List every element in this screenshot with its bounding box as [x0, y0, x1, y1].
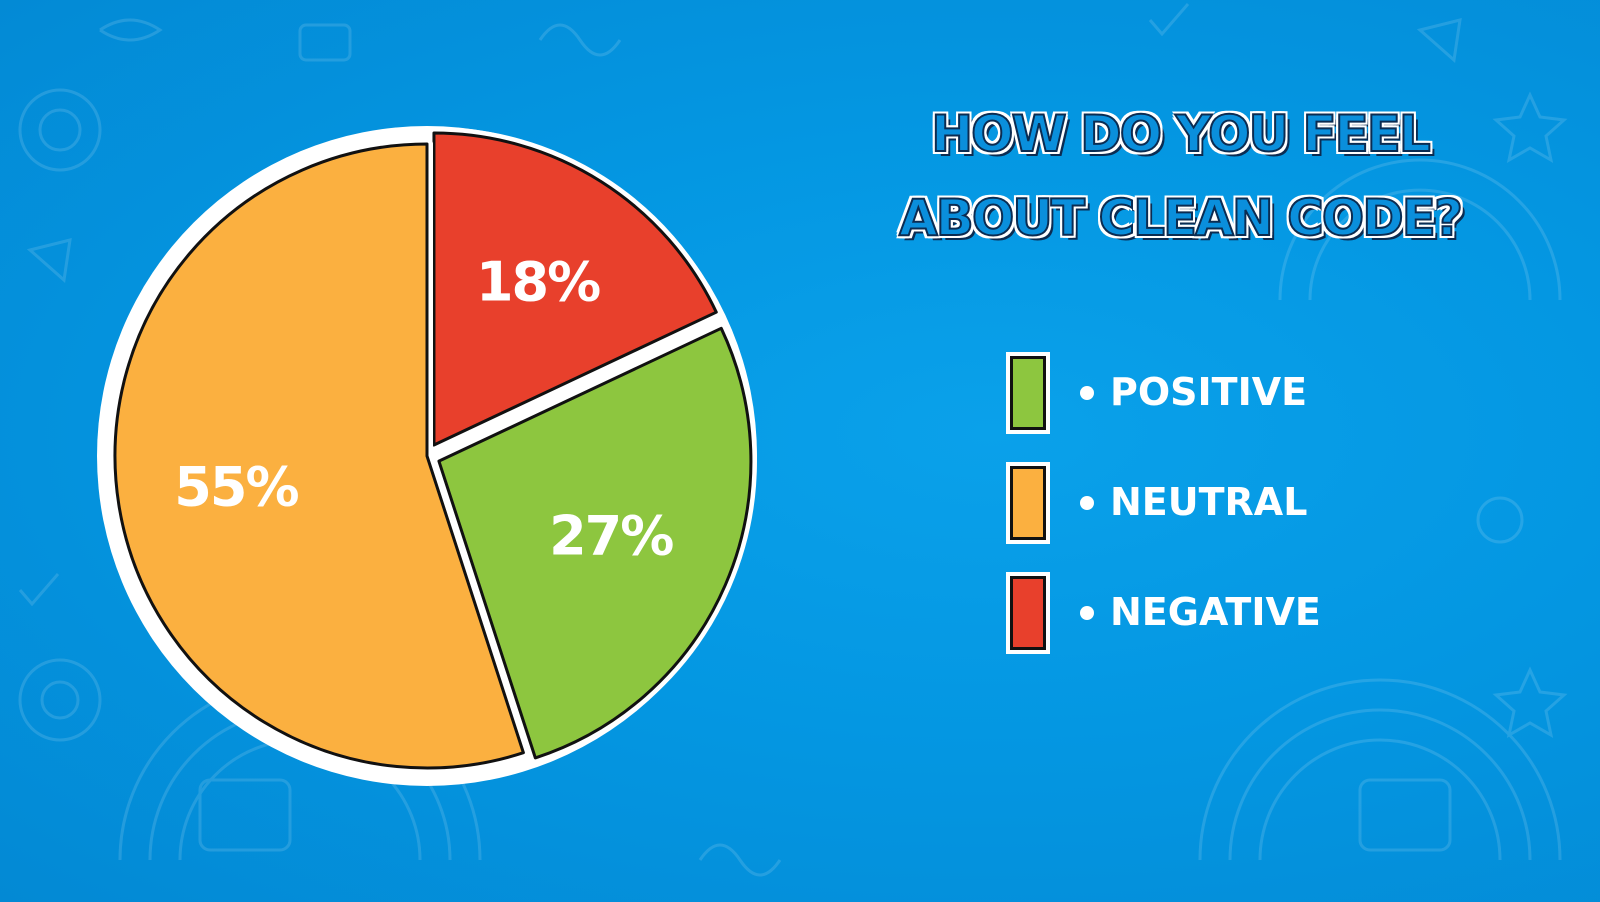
legend-item-neutral: NEUTRAL [1010, 466, 1330, 554]
pie-slices [109, 127, 757, 774]
legend-swatch-neutral [1010, 466, 1046, 540]
pie-slice-neutral [113, 142, 525, 770]
chart-title-line-2: ABOUT CLEAN CODE? [898, 188, 1464, 248]
pie-slice-labels: 18% 27% 55% [174, 251, 675, 568]
pie-slice-negative [432, 131, 718, 447]
chart-legend: POSITIVE NEUTRAL NEGATIVE [1010, 356, 1330, 686]
legend-item-positive: POSITIVE [1010, 356, 1330, 444]
chart-title-line-1: HOW DO YOU FEEL [930, 104, 1432, 164]
pie-slice-label-negative: 18% [476, 251, 600, 314]
legend-swatch-positive [1010, 356, 1046, 430]
chart-title: HOW DO YOU FEEL ABOUT CLEAN CODE? [880, 92, 1480, 260]
legend-label-positive: POSITIVE [1110, 370, 1308, 414]
legend-label-neutral: NEUTRAL [1110, 480, 1308, 524]
legend-bullet-icon [1080, 386, 1094, 400]
pie-slice-label-neutral: 55% [174, 455, 298, 518]
pie-slice-label-positive: 27% [549, 505, 673, 568]
legend-item-negative: NEGATIVE [1010, 576, 1330, 664]
legend-bullet-icon [1080, 496, 1094, 510]
legend-label-negative: NEGATIVE [1110, 590, 1321, 634]
pie-slice-positive [437, 326, 753, 760]
legend-swatch-negative [1010, 576, 1046, 650]
legend-bullet-icon [1080, 606, 1094, 620]
